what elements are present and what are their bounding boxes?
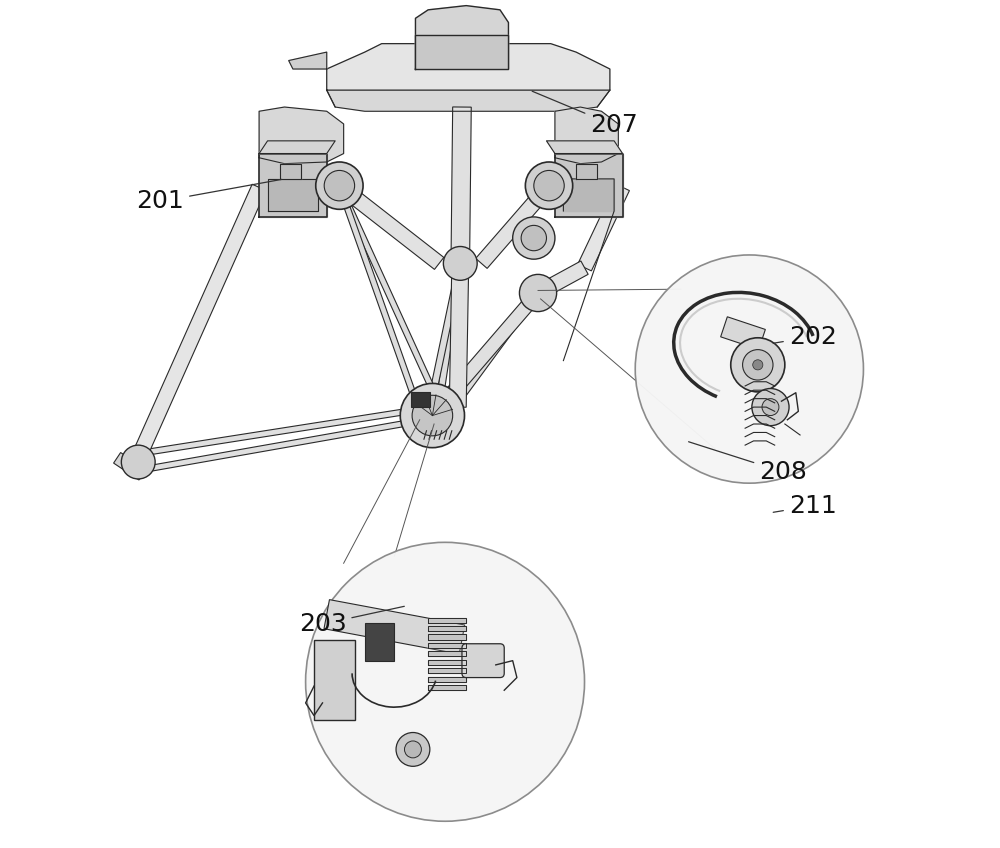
Polygon shape xyxy=(415,6,508,69)
Circle shape xyxy=(762,399,779,416)
Circle shape xyxy=(731,338,785,392)
Polygon shape xyxy=(563,179,614,211)
Polygon shape xyxy=(428,617,466,622)
Polygon shape xyxy=(428,677,466,682)
Circle shape xyxy=(400,383,465,448)
Circle shape xyxy=(519,275,557,311)
Text: 201: 201 xyxy=(136,180,282,214)
Polygon shape xyxy=(555,107,618,164)
Text: 208: 208 xyxy=(689,442,807,484)
Circle shape xyxy=(404,741,421,758)
Circle shape xyxy=(306,543,585,821)
Polygon shape xyxy=(578,184,629,271)
Circle shape xyxy=(525,162,573,209)
Text: 202: 202 xyxy=(773,325,837,349)
Polygon shape xyxy=(555,153,623,217)
FancyBboxPatch shape xyxy=(314,639,355,720)
Circle shape xyxy=(324,170,355,201)
Polygon shape xyxy=(337,185,425,421)
Circle shape xyxy=(635,255,863,483)
FancyBboxPatch shape xyxy=(365,622,394,661)
Polygon shape xyxy=(428,668,466,673)
Polygon shape xyxy=(259,141,335,153)
Polygon shape xyxy=(428,626,466,631)
Polygon shape xyxy=(534,261,588,299)
Polygon shape xyxy=(428,651,466,656)
Polygon shape xyxy=(335,180,444,270)
Circle shape xyxy=(521,226,546,251)
Circle shape xyxy=(753,360,763,370)
Circle shape xyxy=(443,247,477,281)
Polygon shape xyxy=(337,184,439,400)
Polygon shape xyxy=(130,184,266,466)
Polygon shape xyxy=(434,291,540,432)
FancyBboxPatch shape xyxy=(411,392,430,407)
Polygon shape xyxy=(428,685,466,690)
Circle shape xyxy=(743,349,773,380)
Circle shape xyxy=(752,388,789,426)
Polygon shape xyxy=(449,263,469,407)
Polygon shape xyxy=(546,141,623,153)
Polygon shape xyxy=(324,600,465,654)
Polygon shape xyxy=(327,43,610,90)
Circle shape xyxy=(513,217,555,259)
Polygon shape xyxy=(268,179,318,211)
Polygon shape xyxy=(138,420,412,473)
Circle shape xyxy=(396,733,430,767)
Polygon shape xyxy=(443,291,540,409)
Polygon shape xyxy=(476,181,555,269)
Polygon shape xyxy=(576,164,597,179)
Text: 207: 207 xyxy=(532,92,638,137)
Polygon shape xyxy=(289,52,327,69)
Polygon shape xyxy=(114,453,146,480)
Polygon shape xyxy=(428,634,466,639)
Polygon shape xyxy=(428,643,466,648)
Polygon shape xyxy=(415,36,508,69)
Polygon shape xyxy=(259,153,327,217)
Polygon shape xyxy=(138,406,424,456)
Polygon shape xyxy=(422,263,464,429)
Polygon shape xyxy=(327,90,610,111)
Polygon shape xyxy=(451,107,471,264)
Polygon shape xyxy=(721,317,765,349)
Circle shape xyxy=(412,395,453,436)
Polygon shape xyxy=(428,660,466,665)
Polygon shape xyxy=(259,107,344,164)
Text: 211: 211 xyxy=(773,494,837,518)
Circle shape xyxy=(121,445,155,479)
Polygon shape xyxy=(280,164,301,179)
Polygon shape xyxy=(436,263,464,404)
FancyBboxPatch shape xyxy=(462,644,504,678)
Text: 203: 203 xyxy=(299,606,404,636)
Circle shape xyxy=(316,162,363,209)
Polygon shape xyxy=(427,288,543,420)
Circle shape xyxy=(534,170,564,201)
